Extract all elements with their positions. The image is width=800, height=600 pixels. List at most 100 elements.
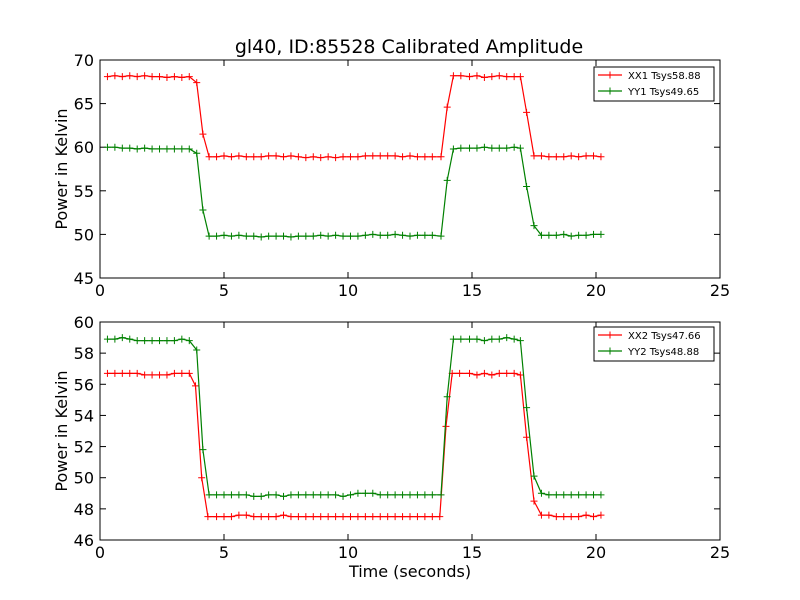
data-point <box>413 491 421 499</box>
data-point <box>346 491 354 499</box>
data-point <box>552 491 560 499</box>
data-point <box>103 335 111 343</box>
data-point <box>287 233 295 241</box>
data-point <box>287 152 295 160</box>
legend-label: YY1 Tsys49.65 <box>627 87 699 98</box>
data-point <box>495 144 503 152</box>
data-point <box>545 231 553 239</box>
data-point <box>369 489 377 497</box>
data-point <box>428 513 436 521</box>
data-point <box>391 491 399 499</box>
data-point <box>213 232 221 240</box>
data-point <box>530 152 538 160</box>
x-tick-label: 5 <box>219 281 229 300</box>
data-point <box>406 491 414 499</box>
data-point <box>582 491 590 499</box>
data-point <box>199 206 207 214</box>
data-point <box>250 232 258 240</box>
data-point <box>466 73 474 81</box>
data-point <box>391 513 399 521</box>
data-point <box>242 511 250 519</box>
data-point <box>488 144 496 152</box>
data-point <box>118 334 126 342</box>
data-point <box>575 491 583 499</box>
data-point <box>361 513 369 521</box>
data-point <box>488 73 496 81</box>
data-point <box>265 491 273 499</box>
data-point <box>480 143 488 151</box>
data-point <box>391 230 399 238</box>
data-point <box>148 371 156 379</box>
plot-area-frame <box>99 59 721 279</box>
data-point <box>384 231 392 239</box>
data-point <box>437 232 445 240</box>
legend-marker <box>606 87 614 95</box>
data-point <box>235 231 243 239</box>
data-point <box>503 144 511 152</box>
data-point <box>421 231 429 239</box>
data-point <box>309 153 317 161</box>
data-point <box>466 335 474 343</box>
data-point <box>545 491 553 499</box>
data-point <box>265 152 273 160</box>
data-point <box>126 144 134 152</box>
data-point <box>384 491 392 499</box>
legend-label: YY2 Tsys48.88 <box>627 347 699 358</box>
data-point <box>523 108 531 116</box>
data-point <box>523 433 531 441</box>
y-tick-label: 52 <box>74 438 94 457</box>
data-point <box>111 369 119 377</box>
subplot-top: 0 5 10 15 20 25 45 50 55 60 65 70 Power in Kelvin XX1… <box>52 51 730 300</box>
data-point <box>436 513 444 521</box>
data-point <box>488 371 496 379</box>
data-point <box>428 491 436 499</box>
data-point <box>597 491 605 499</box>
data-point <box>287 491 295 499</box>
legend-marker <box>606 347 614 355</box>
data-point <box>272 232 280 240</box>
data-point <box>148 337 156 345</box>
data-point <box>272 491 280 499</box>
data-point <box>339 492 347 500</box>
data-point <box>185 145 193 153</box>
data-point <box>495 369 503 377</box>
data-point <box>280 511 288 519</box>
data-point <box>272 513 280 521</box>
data-point <box>530 222 538 230</box>
data-point <box>118 144 126 152</box>
data-point <box>537 489 545 497</box>
data-point <box>213 513 221 521</box>
data-point <box>148 73 156 81</box>
data-point <box>141 72 149 80</box>
data-point <box>413 513 421 521</box>
data-point <box>287 513 295 521</box>
data-point <box>302 154 310 162</box>
data-point <box>317 491 325 499</box>
y-tick-label: 56 <box>74 375 94 394</box>
data-point <box>466 144 474 152</box>
y-tick-label: 46 <box>74 531 94 550</box>
data-point <box>280 232 288 240</box>
data-point <box>126 369 134 377</box>
data-point <box>560 230 568 238</box>
data-point <box>178 335 186 343</box>
data-point <box>376 513 384 521</box>
data-point <box>456 369 464 377</box>
data-point <box>369 152 377 160</box>
data-point <box>376 231 384 239</box>
data-point <box>443 103 451 111</box>
data-point <box>361 152 369 160</box>
data-point <box>516 144 524 152</box>
y-tick-label: 60 <box>74 313 94 332</box>
y-tick-label: 60 <box>74 138 94 157</box>
data-point <box>503 369 511 377</box>
data-point <box>567 513 575 521</box>
data-point <box>575 513 583 521</box>
data-point <box>235 491 243 499</box>
data-point <box>552 513 560 521</box>
data-point <box>148 145 156 153</box>
legend: XX1 Tsys58.88 YY1 Tsys49.65 <box>593 66 715 102</box>
data-point <box>597 511 605 519</box>
data-point <box>582 231 590 239</box>
